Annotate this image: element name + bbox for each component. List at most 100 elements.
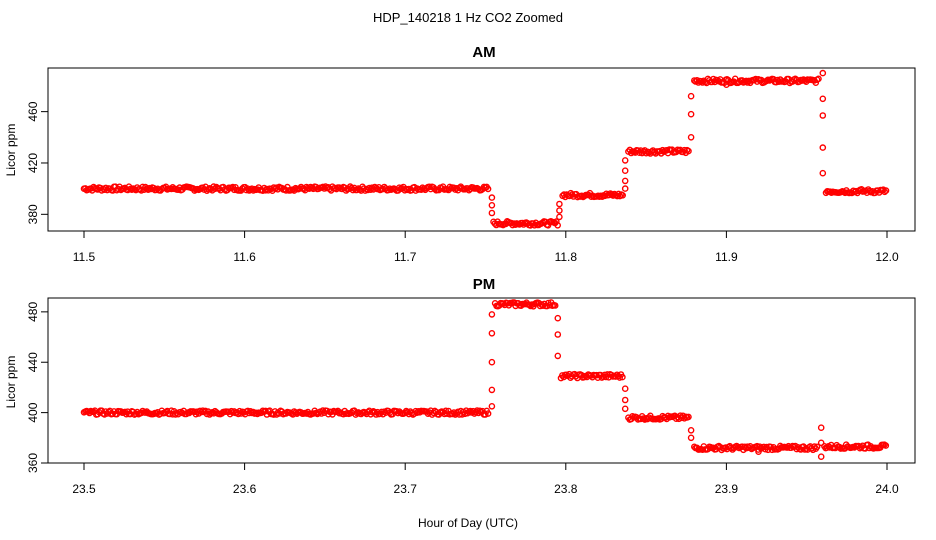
am-transition-point <box>819 144 827 151</box>
am-y-axis: 380 420 460 <box>26 101 48 224</box>
pm-x-tick-label: 23.5 <box>72 482 96 496</box>
pm-transition-point <box>817 439 825 447</box>
am-outlier-point <box>723 81 730 88</box>
am-x-tick-label: 12.0 <box>875 250 899 264</box>
pm-transition-point <box>488 402 496 410</box>
pm-data-point <box>813 443 821 451</box>
am-transition-point <box>488 194 496 201</box>
pm-transition-point <box>488 358 496 366</box>
am-transition-point <box>556 213 563 221</box>
am-x-tick-label: 11.9 <box>715 250 738 264</box>
am-x-axis: 11.5 11.6 11.7 11.8 11.9 12.0 <box>73 230 899 264</box>
am-data-point <box>263 185 271 193</box>
pm-data-point <box>262 407 269 415</box>
pm-data-point <box>882 442 890 449</box>
am-transition-point <box>819 95 827 103</box>
pm-x-tick-label: 23.6 <box>233 482 257 496</box>
pm-y-tick-label: 360 <box>26 453 40 473</box>
am-data-point <box>554 221 562 229</box>
pm-panel: PM 23.5 23.6 23.7 23.8 23.9 24.0 360 400 440 480… <box>4 276 916 496</box>
am-transition-point <box>488 209 496 217</box>
pm-y-axis-label: Licor ppm <box>4 356 18 409</box>
pm-transition-point <box>488 311 496 318</box>
am-x-tick-label: 11.5 <box>73 250 96 264</box>
pm-x-axis: 23.5 23.6 23.7 23.8 23.9 24.0 <box>72 462 899 496</box>
pm-data-point <box>484 410 492 417</box>
am-data-point <box>446 183 454 191</box>
am-data-point <box>882 187 890 194</box>
pm-x-tick-label: 23.8 <box>554 482 578 496</box>
pm-y-tick-label: 440 <box>26 352 40 372</box>
pm-transition-point <box>554 314 562 322</box>
am-transition-point <box>687 92 695 100</box>
pm-data-point <box>727 444 735 452</box>
am-x-tick-label: 11.6 <box>233 250 256 264</box>
am-data-point <box>609 192 617 199</box>
am-transition-point <box>687 110 695 118</box>
pm-data-point <box>198 408 205 416</box>
am-transition-point <box>556 200 563 208</box>
am-data-point <box>815 75 822 83</box>
am-data-point <box>685 147 692 155</box>
pm-panel-title: PM <box>473 276 496 293</box>
pm-transition-point <box>488 329 496 337</box>
pm-transition-point <box>817 453 825 461</box>
pm-transition-point <box>621 405 629 413</box>
pm-transition-point <box>554 331 562 338</box>
pm-transition-point <box>488 386 496 394</box>
pm-data-point <box>510 299 518 306</box>
pm-x-tick-label: 24.0 <box>875 482 899 496</box>
pm-transition-point <box>687 434 695 442</box>
pm-transition-point <box>621 396 629 404</box>
am-data-point <box>553 218 560 225</box>
pm-transition-point <box>817 424 825 432</box>
am-transition-point <box>488 201 496 209</box>
x-axis-label: Hour of Day (UTC) <box>418 516 518 530</box>
am-outlier-point <box>819 69 827 77</box>
pm-transition-point <box>621 385 629 393</box>
pm-data-point <box>616 374 624 381</box>
pm-outlier-point <box>755 448 762 456</box>
am-transition-point <box>687 133 695 141</box>
am-transition-point <box>621 157 629 164</box>
am-y-tick-label: 460 <box>26 101 40 121</box>
am-data-point <box>353 186 361 194</box>
am-transition-point <box>556 207 563 214</box>
pm-data-point <box>476 407 484 415</box>
am-transition-point <box>621 185 629 192</box>
pm-y-tick-label: 400 <box>26 402 40 422</box>
am-transition-point <box>819 169 827 177</box>
am-y-tick-label: 420 <box>26 153 40 173</box>
pm-x-tick-label: 23.9 <box>715 482 739 496</box>
pm-data-point <box>619 373 626 381</box>
am-y-tick-label: 380 <box>26 204 40 224</box>
am-data-point <box>128 186 136 193</box>
pm-data-points <box>80 299 890 461</box>
pm-data-point <box>551 302 559 309</box>
am-transition-point <box>621 177 629 185</box>
chart-title: HDP_140218 1 Hz CO2 Zoomed <box>373 10 563 25</box>
am-data-point <box>697 78 705 85</box>
am-transition-point <box>621 167 629 174</box>
pm-data-point <box>521 300 529 308</box>
pm-plot-frame <box>47 297 916 464</box>
am-data-point <box>881 188 889 196</box>
am-data-point <box>484 185 492 193</box>
pm-data-point <box>168 407 175 415</box>
am-data-point <box>249 187 257 194</box>
pm-x-tick-label: 23.7 <box>394 482 418 496</box>
am-panel: AM 11.5 11.6 11.7 11.8 11.9 12.0 380 420 460 Li… <box>4 44 916 264</box>
am-panel-title: AM <box>472 44 495 61</box>
pm-transition-point <box>687 426 695 434</box>
pm-data-point <box>499 300 507 307</box>
am-plot-frame <box>47 67 916 232</box>
am-data-point <box>137 187 145 194</box>
am-x-tick-label: 11.7 <box>394 250 417 264</box>
am-data-point <box>608 191 616 198</box>
am-data-points <box>80 69 890 229</box>
am-y-axis-label: Licor ppm <box>4 124 18 177</box>
pm-data-point <box>449 410 456 418</box>
pm-y-tick-label: 480 <box>26 302 40 322</box>
am-x-tick-label: 11.8 <box>555 250 578 264</box>
